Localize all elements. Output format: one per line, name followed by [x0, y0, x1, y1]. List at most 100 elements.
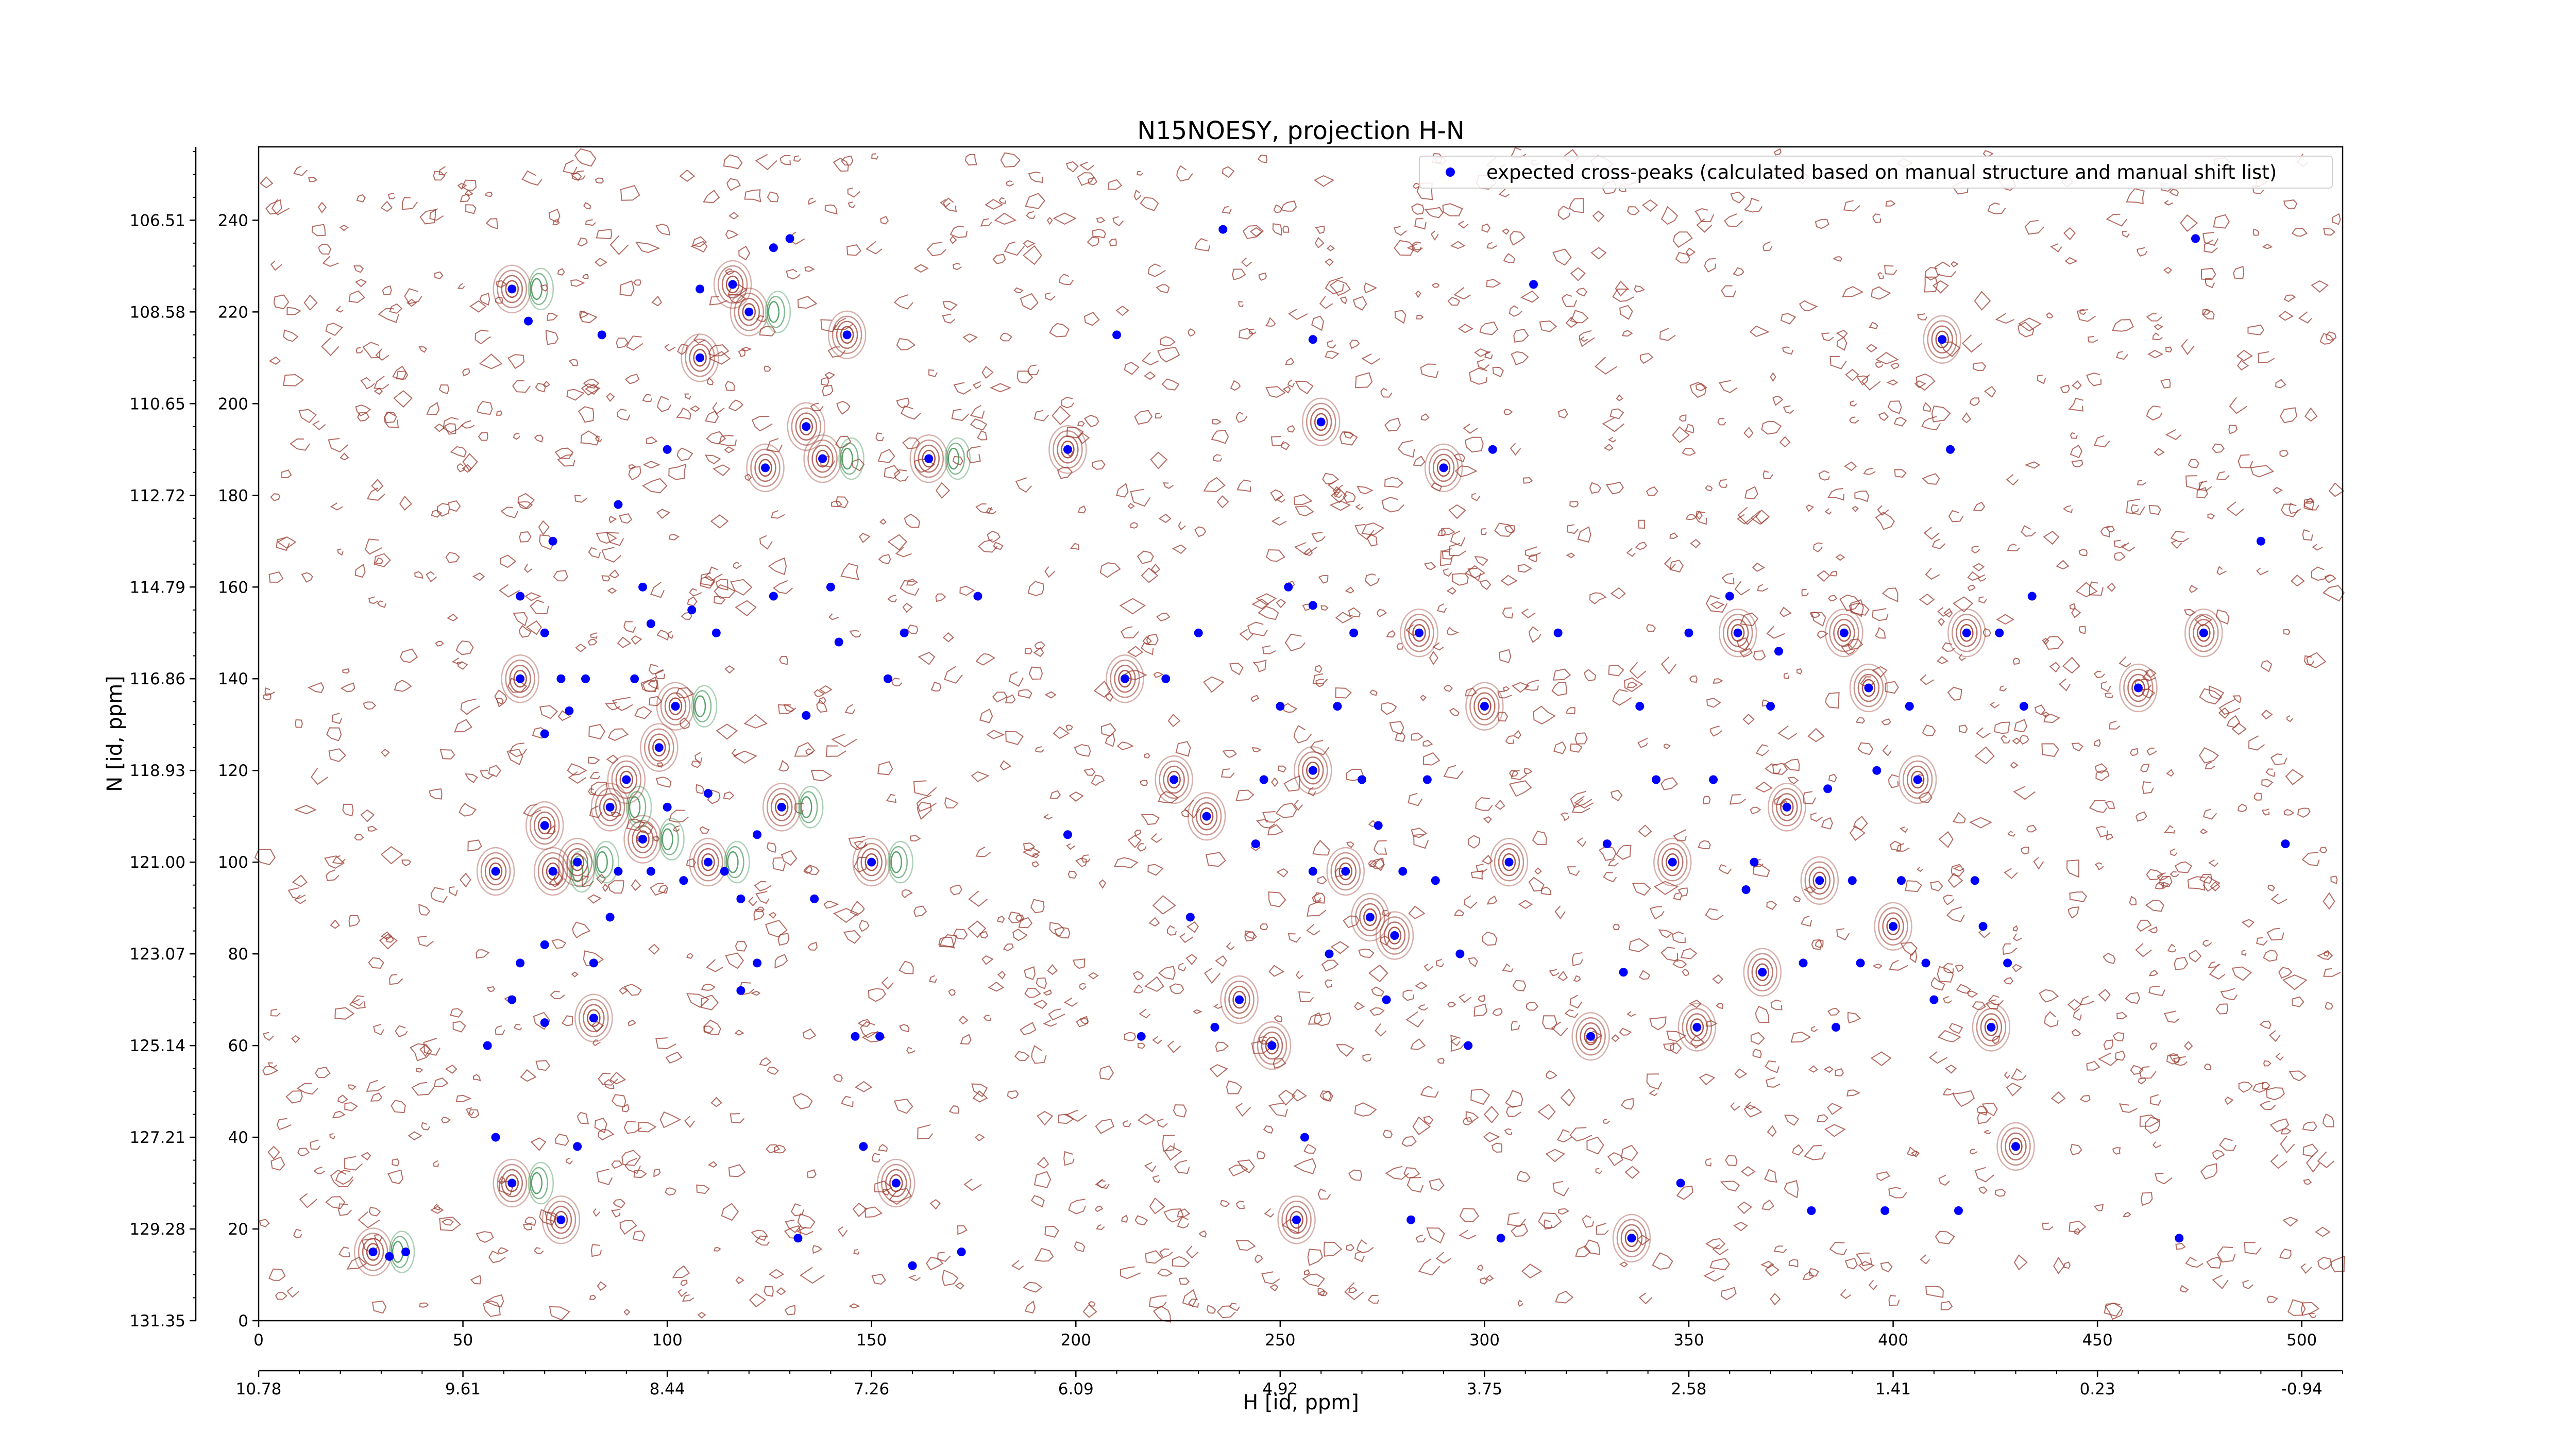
- noise-contour: [2180, 214, 2198, 232]
- noise-contour: [1570, 743, 1583, 753]
- peak-contour: [742, 303, 756, 321]
- noise-contour: [1833, 256, 1843, 262]
- noise-contour: [1551, 681, 1567, 696]
- noise-contour: [2060, 384, 2070, 394]
- cross-peak-marker: [581, 674, 590, 683]
- peak-contour: [795, 412, 818, 441]
- noise-contour: [1539, 320, 1557, 332]
- noise-contour: [2068, 397, 2084, 412]
- noise-contour: [1575, 288, 1587, 297]
- noise-contour: [337, 1094, 348, 1104]
- noise-contour: [2070, 1143, 2082, 1155]
- noise-contour: [2105, 526, 2115, 533]
- noise-contour: [1302, 1273, 1325, 1287]
- noise-contour: [655, 1037, 676, 1050]
- noise-contour: [2236, 349, 2253, 362]
- noise-contour: [1520, 290, 1539, 303]
- noise-contour: [1335, 612, 1353, 624]
- noise-contour: [1257, 155, 1268, 163]
- noise-contour: [1059, 273, 1074, 285]
- noise-contour: [1354, 1251, 1365, 1262]
- noise-contour: [2226, 501, 2244, 516]
- noise-contour: [1384, 477, 1404, 488]
- noise-contour: [292, 874, 308, 887]
- peak-contour: [537, 852, 568, 891]
- noise-contour: [665, 1187, 677, 1196]
- peak-contour: [1252, 1021, 1292, 1070]
- noise-contour: [1608, 665, 1624, 677]
- noise-contour: [2302, 1121, 2317, 1132]
- noise-contour: [1900, 942, 1918, 956]
- cross-peak-marker: [1799, 958, 1808, 968]
- noise-contour: [1417, 1004, 1428, 1011]
- noise-contour: [2093, 670, 2105, 678]
- noise-contour: [1035, 746, 1044, 753]
- noise-contour: [929, 1199, 941, 1210]
- noise-contour: [1696, 510, 1703, 520]
- peak-contour: [1910, 770, 1925, 789]
- noise-contour: [474, 329, 491, 345]
- noise-contour: [1153, 1305, 1172, 1323]
- noise-contour: [1680, 948, 1698, 959]
- peak-contour: [754, 453, 776, 482]
- noise-contour: [1889, 959, 1908, 971]
- noise-contour: [1609, 408, 1624, 419]
- noise-contour: [1112, 216, 1124, 227]
- noise-contour: [675, 687, 694, 699]
- noise-contour: [1163, 482, 1174, 489]
- noise-contour: [2154, 324, 2163, 330]
- noise-contour: [744, 474, 752, 481]
- cross-peak-marker: [1635, 702, 1645, 711]
- cross-peak-marker: [565, 706, 574, 716]
- noise-contour: [1469, 367, 1488, 385]
- noise-contour: [767, 191, 779, 203]
- peak-contour: [1575, 1017, 1606, 1056]
- noise-contour: [1946, 906, 1965, 922]
- noise-contour: [1712, 974, 1724, 985]
- peak-contour: [550, 1205, 572, 1234]
- noise-contour: [2238, 803, 2247, 812]
- y-ppm-axis: 131.35129.28127.21125.14123.07121.00118.…: [130, 147, 197, 1330]
- negative-peak-contour: [799, 791, 818, 823]
- noise-contour: [439, 749, 455, 760]
- noise-contour: [1083, 768, 1096, 776]
- noise-contour: [676, 407, 691, 420]
- noise-contour: [1437, 1058, 1445, 1064]
- noise-contour: [1905, 880, 1923, 892]
- peak-contour: [1808, 866, 1831, 895]
- noise-contour: [2200, 1163, 2218, 1180]
- noise-contour: [1380, 387, 1393, 398]
- noise-contour: [498, 1176, 505, 1185]
- noise-contour: [1514, 730, 1521, 739]
- cross-peak-marker: [1750, 857, 1759, 867]
- noise-contour: [1326, 245, 1335, 251]
- noise-contour: [884, 465, 901, 479]
- noise-contour: [628, 1020, 637, 1027]
- noise-contour: [1703, 1270, 1725, 1282]
- noise-contour: [655, 777, 672, 788]
- peak-contour: [1624, 1229, 1639, 1248]
- noise-contour: [980, 218, 992, 227]
- noise-contour: [2280, 1136, 2295, 1154]
- noise-contour: [2198, 747, 2219, 764]
- noise-contour: [1922, 724, 1936, 736]
- noise-contour: [1066, 843, 1075, 850]
- noise-contour: [1354, 1001, 1365, 1010]
- noise-contour: [395, 1025, 408, 1038]
- noise-contour: [455, 640, 474, 655]
- peak-contour: [1972, 1003, 2011, 1052]
- noise-contour: [2021, 847, 2029, 855]
- noise-contour: [596, 229, 613, 239]
- noise-contour: [2202, 939, 2212, 947]
- noise-contour: [1638, 1292, 1653, 1305]
- noise-contour: [2263, 950, 2278, 962]
- x-index-tick-label: 250: [1265, 1331, 1295, 1350]
- noise-contour: [499, 584, 520, 598]
- noise-contour: [1497, 712, 1509, 722]
- noise-contour: [1713, 678, 1723, 684]
- noise-contour: [655, 223, 671, 236]
- cross-peak-marker: [401, 1248, 411, 1257]
- negative-peak-contour: [529, 1167, 548, 1200]
- noise-contour: [1283, 775, 1300, 792]
- noise-contour: [1098, 879, 1107, 889]
